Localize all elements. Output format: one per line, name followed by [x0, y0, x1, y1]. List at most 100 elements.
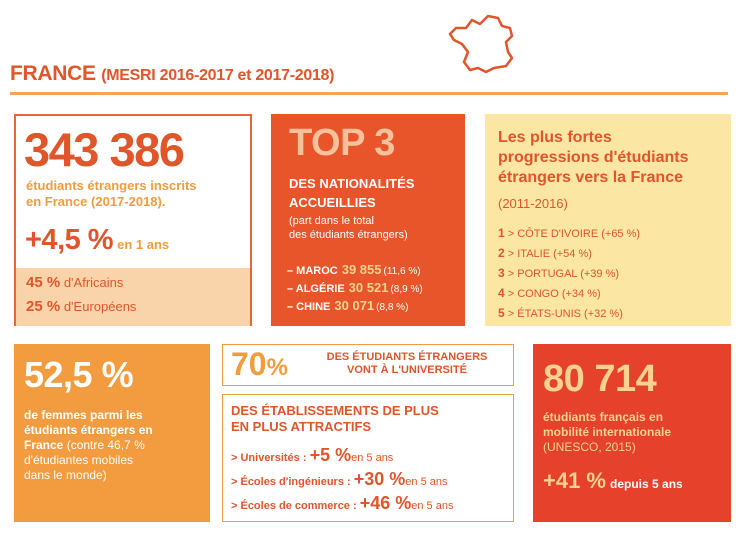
- establishments-title-line-2: EN PLUS ATTRACTIFS: [231, 419, 372, 434]
- mobility-line-3: (UNESCO, 2015): [543, 440, 636, 454]
- description-line-1: étudiants étrangers inscrits: [26, 178, 197, 193]
- women-line-4: d'étudiantes mobiles: [24, 453, 134, 467]
- women-description: de femmes parmi les étudiants étrangers …: [24, 408, 208, 483]
- progression-label: > CONGO (+34 %): [507, 288, 601, 300]
- establishment-label: > Universités :: [231, 452, 307, 464]
- progression-item: 3 > PORTUGAL (+39 %): [498, 266, 619, 280]
- progressions-title: Les plus fortes progressions d'étudiants…: [498, 128, 689, 188]
- nationality-country: – ALGÉRIE: [287, 283, 345, 295]
- nationality-value: 39 855: [341, 262, 382, 277]
- establishment-label: > Écoles d'ingénieurs :: [231, 476, 351, 488]
- establishments-title-line-1: DES ÉTABLISSEMENTS DE PLUS: [231, 403, 439, 418]
- europeans-label: d'Européens: [63, 299, 137, 314]
- establishments-title: DES ÉTABLISSEMENTS DE PLUS EN PLUS ATTRA…: [231, 403, 439, 435]
- nationality-pct: (8,9 %): [390, 284, 423, 295]
- university-line-2: VONT À L'UNIVERSITÉ: [347, 364, 467, 376]
- university-pct: 70%: [231, 346, 288, 383]
- nationality-country: – CHINE: [287, 301, 331, 313]
- europeans-pct: 25 %: [26, 298, 61, 315]
- progressions-title-line-1: Les plus fortes: [498, 129, 612, 146]
- progressions-period: (2011-2016): [498, 196, 568, 211]
- university-pct-value: 70: [231, 346, 267, 382]
- progression-rank: 5: [498, 306, 505, 320]
- university-pct-sign: %: [266, 354, 288, 381]
- mobility-growth-value: +41 %: [543, 468, 606, 493]
- women-line-2: étudiants étrangers en: [24, 423, 153, 437]
- women-line-3: France (contre 46,7 %: [24, 438, 208, 453]
- women-pct: 52,5 %: [24, 354, 134, 395]
- foreign-students-panel: 343 386 étudiants étrangers inscrits en …: [14, 114, 252, 326]
- nationality-pct: (8,8 %): [376, 302, 409, 313]
- top3-note-line-1: (part dans le total: [289, 215, 374, 227]
- header-divider: [10, 92, 728, 95]
- top3-panel: TOP 3 DES NATIONALITÉS ACCUEILLIES (part…: [271, 114, 465, 326]
- establishment-row: > Écoles de commerce : +46 %en 5 ans: [231, 493, 453, 514]
- progression-label: > CÔTE D'IVOIRE (+65 %): [507, 228, 641, 240]
- progressions-title-line-2: progressions d'étudiants: [498, 149, 689, 166]
- women-panel: 52,5 % de femmes parmi les étudiants étr…: [14, 344, 210, 522]
- mobility-panel: 80 714 étudiants français en mobilité in…: [533, 344, 731, 522]
- establishments-panel: DES ÉTABLISSEMENTS DE PLUS EN PLUS ATTRA…: [222, 394, 514, 522]
- nationality-row: – MAROC 39 855 (11,6 %): [287, 262, 421, 277]
- university-line-1: DES ÉTUDIANTS ÉTRANGERS: [326, 351, 488, 363]
- europeans-stat: 25 % d'Européens: [26, 298, 136, 315]
- top3-note-line-2: des étudiants étrangers): [289, 229, 408, 241]
- establishment-row: > Écoles d'ingénieurs : +30 %en 5 ans: [231, 469, 448, 490]
- mobility-line-1: étudiants français en: [543, 410, 664, 424]
- mobility-count: 80 714: [543, 358, 657, 400]
- women-line-3-rest: (contre 46,7 %: [63, 438, 145, 452]
- top3-subtitle-line-2: ACCUEILLIES: [289, 195, 376, 210]
- mobility-growth: +41 % depuis 5 ans: [543, 468, 683, 494]
- growth-period: en 1 ans: [117, 237, 170, 252]
- mobility-line-2: mobilité internationale: [543, 425, 672, 439]
- establishment-period: en 5 ans: [405, 476, 448, 488]
- country-title: FRANCE: [10, 62, 96, 85]
- progression-rank: 1: [498, 226, 505, 240]
- women-line-5: dans le monde): [24, 468, 107, 482]
- africans-stat: 45 % d'Africains: [26, 274, 123, 291]
- progression-rank: 4: [498, 286, 505, 300]
- progressions-panel: Les plus fortes progressions d'étudiants…: [485, 114, 731, 326]
- progression-label: > ITALIE (+54 %): [507, 248, 592, 260]
- top3-title: TOP 3: [289, 122, 395, 164]
- page-title: FRANCE (MESRI 2016-2017 et 2017-2018): [10, 62, 334, 86]
- source-subtitle: (MESRI 2016-2017 et 2017-2018): [101, 67, 335, 84]
- establishment-value: +46 %: [359, 493, 412, 513]
- establishment-row: > Universités : +5 %en 5 ans: [231, 445, 393, 466]
- growth-value: +4,5 %: [25, 224, 114, 256]
- women-line-1: de femmes parmi les: [24, 408, 143, 422]
- france-map-icon: [448, 14, 514, 74]
- progression-label: > ÉTATS-UNIS (+32 %): [507, 308, 623, 320]
- university-description: DES ÉTUDIANTS ÉTRANGERS VONT À L'UNIVERS…: [307, 351, 507, 377]
- mobility-description: étudiants français en mobilité internati…: [543, 410, 671, 455]
- growth-line: +4,5 % en 1 ans: [25, 224, 169, 257]
- establishment-period: en 5 ans: [351, 452, 394, 464]
- foreign-students-description: étudiants étrangers inscrits en France (…: [26, 178, 197, 210]
- nationality-value: 30 071: [334, 298, 375, 313]
- progression-item: 5 > ÉTATS-UNIS (+32 %): [498, 306, 623, 320]
- top3-subtitle: DES NATIONALITÉS ACCUEILLIES: [289, 174, 414, 212]
- progression-label: > PORTUGAL (+39 %): [507, 268, 620, 280]
- progression-item: 1 > CÔTE D'IVOIRE (+65 %): [498, 226, 640, 240]
- women-line-3-bold: France: [24, 438, 64, 452]
- university-panel: 70% DES ÉTUDIANTS ÉTRANGERS VONT À L'UNI…: [222, 344, 514, 386]
- establishment-value: +5 %: [309, 445, 352, 465]
- nationality-pct: (11,6 %): [383, 266, 421, 277]
- africans-label: d'Africains: [63, 275, 124, 290]
- nationality-row: – CHINE 30 071 (8,8 %): [287, 298, 408, 313]
- nationality-value: 30 521: [348, 280, 389, 295]
- progression-rank: 2: [498, 246, 505, 260]
- establishment-label: > Écoles de commerce :: [231, 500, 357, 512]
- africans-pct: 45 %: [26, 274, 61, 291]
- nationality-row: – ALGÉRIE 30 521 (8,9 %): [287, 280, 423, 295]
- establishment-period: en 5 ans: [411, 500, 454, 512]
- foreign-students-count: 343 386: [24, 123, 185, 176]
- progression-item: 2 > ITALIE (+54 %): [498, 246, 592, 260]
- description-line-2: en France (2017-2018).: [26, 194, 166, 209]
- top3-note: (part dans le total des étudiants étrang…: [289, 214, 408, 242]
- origin-breakdown: 45 % d'Africains 25 % d'Européens: [16, 268, 250, 326]
- mobility-growth-period: depuis 5 ans: [610, 477, 683, 491]
- foreign-students-main: 343 386 étudiants étrangers inscrits en …: [16, 116, 250, 268]
- top3-subtitle-line-1: DES NATIONALITÉS: [289, 176, 415, 191]
- progressions-title-line-3: étrangers vers la France: [498, 169, 683, 186]
